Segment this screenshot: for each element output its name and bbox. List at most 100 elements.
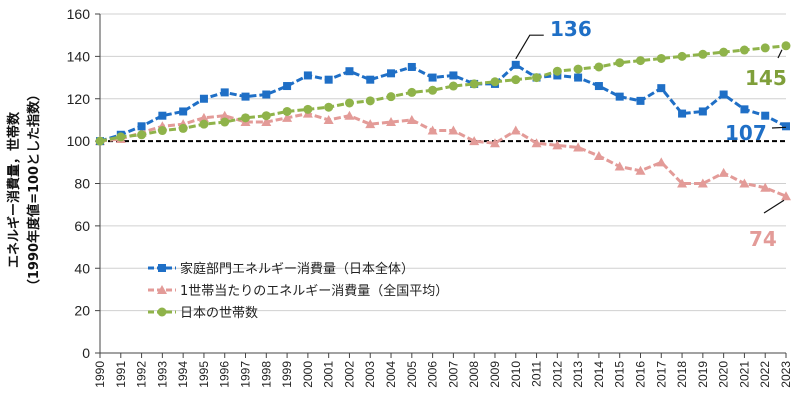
x-tick-label: 2014 [592, 361, 606, 388]
data-point [594, 62, 604, 72]
annotation-74: 74 [749, 227, 777, 251]
data-point [344, 110, 355, 120]
data-point [178, 123, 188, 133]
x-tick-label: 1997 [239, 361, 253, 388]
data-point [387, 69, 396, 78]
data-point [324, 102, 334, 112]
data-point [697, 178, 708, 188]
data-point [656, 53, 666, 63]
annotation-leader [515, 34, 544, 60]
y-tick-label: 40 [74, 260, 90, 276]
x-tick-label: 2004 [384, 361, 398, 388]
y-tick-label: 20 [74, 303, 90, 319]
data-point [615, 58, 625, 68]
x-tick-label: 1995 [197, 361, 211, 388]
series-2 [95, 41, 791, 146]
x-tick-label: 2023 [779, 361, 793, 388]
y-tick-label: 60 [74, 218, 90, 234]
x-tick-label: 1990 [93, 361, 107, 388]
series-1 [95, 108, 791, 201]
data-point [428, 85, 438, 95]
data-point [137, 122, 146, 131]
data-point [574, 73, 583, 82]
x-tick-label: 2016 [633, 361, 647, 388]
x-tick-label: 2007 [446, 361, 460, 388]
x-tick-labels: 1990 1991 1992 1993 1994 1995 1996 1997 1998 1999… [93, 361, 793, 388]
data-point [449, 71, 458, 80]
data-point [761, 111, 770, 120]
annotation-leader [763, 199, 785, 214]
y-tick-label: 80 [74, 176, 90, 192]
data-point [137, 130, 147, 140]
x-tick-label: 2021 [737, 361, 751, 388]
data-point [573, 64, 583, 74]
x-tick-label: 1993 [155, 361, 169, 388]
x-tick-label: 2022 [758, 361, 772, 388]
data-point [511, 75, 521, 85]
data-point [365, 119, 376, 129]
data-point [262, 90, 271, 99]
data-point [635, 56, 645, 66]
data-point [719, 47, 729, 57]
data-point [427, 125, 438, 135]
y-tick-label: 160 [67, 6, 91, 22]
data-point [531, 138, 542, 148]
data-point [677, 178, 688, 188]
data-point [656, 157, 667, 167]
data-point [116, 132, 126, 142]
data-point [782, 122, 790, 131]
data-point [365, 96, 375, 106]
annotations: 136 107 145 74 [515, 17, 787, 251]
data-point [469, 79, 479, 89]
data-point [593, 150, 604, 160]
legend-swatch-marker [157, 285, 167, 294]
y-tick-label: 120 [67, 91, 91, 107]
data-point [510, 125, 521, 135]
data-point [158, 111, 167, 120]
x-tick-label: 1996 [218, 361, 232, 388]
data-point [366, 75, 375, 84]
data-point [636, 96, 645, 105]
data-point [386, 117, 397, 127]
y-tick-label: 100 [67, 133, 91, 149]
data-point [386, 92, 396, 102]
x-tick-label: 2018 [675, 361, 689, 388]
data-point [198, 112, 209, 122]
data-point [739, 45, 749, 55]
data-point [719, 90, 728, 99]
x-tick-label: 2010 [509, 361, 523, 388]
data-point [552, 140, 563, 150]
data-point [261, 117, 272, 127]
data-point [303, 71, 312, 80]
y-axis-label-line1: エネルギー消費量，世帯数 [6, 111, 22, 268]
legend-swatch-marker [158, 264, 166, 272]
x-tick-label: 2020 [717, 361, 731, 388]
x-tick-label: 2017 [654, 361, 668, 388]
data-point [614, 161, 625, 171]
annotation-107: 107 [725, 121, 767, 145]
data-point [489, 138, 500, 148]
legend-swatch-marker [157, 307, 167, 317]
legend-label: 日本の世帯数 [180, 306, 258, 321]
data-point [241, 113, 251, 123]
data-point [157, 126, 167, 136]
x-tick-label: 2012 [550, 361, 564, 388]
x-tick-label: 1999 [280, 361, 294, 388]
x-tick-label: 2011 [530, 361, 544, 387]
series-line [99, 112, 787, 198]
data-point [740, 105, 749, 114]
legend-label: 1世帯当たりのエネルギー消費量（全国平均） [180, 283, 448, 299]
data-point [448, 125, 459, 135]
data-point [220, 117, 230, 127]
data-point [469, 136, 480, 146]
data-point [739, 178, 750, 188]
x-tick-label: 2000 [301, 361, 315, 388]
series-line [99, 44, 787, 143]
y-axis-label: エネルギー消費量，世帯数 （1990年度値=100とした指数） [6, 88, 42, 292]
x-tick-label: 1998 [259, 361, 273, 388]
data-point [760, 182, 771, 192]
annotation-leader [777, 49, 783, 59]
data-point [344, 98, 354, 108]
data-point [781, 41, 791, 51]
